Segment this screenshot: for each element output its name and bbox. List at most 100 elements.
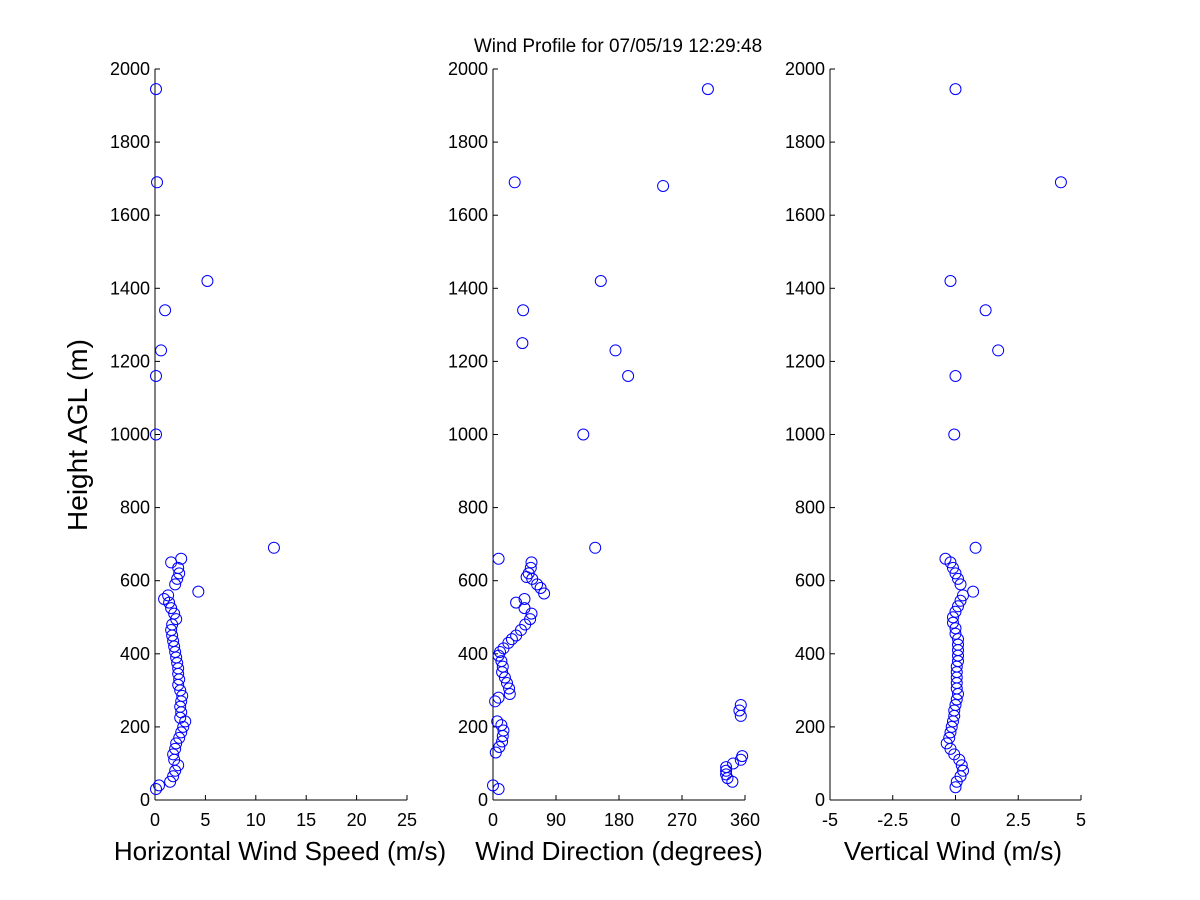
data-point [954,594,967,607]
y-tick-label: 0 [815,790,825,810]
data-point [164,775,177,788]
data-point [172,678,185,691]
data-point [609,344,622,357]
data-point [949,370,962,383]
data-point [171,572,184,585]
data-point [946,616,959,629]
data-point [150,83,163,96]
y-tick-label: 800 [458,498,488,518]
data-point [492,552,505,565]
y-tick-label: 1000 [110,425,150,445]
x-tick-label: 15 [296,810,316,830]
data-point [150,783,163,796]
data-point [501,677,513,690]
data-point [992,344,1005,357]
x-axis-label: Horizontal Wind Speed (m/s) [114,836,446,866]
data-point [155,344,168,357]
x-tick-label: 0 [150,810,160,830]
figure-title: Wind Profile for 07/05/19 12:29:48 [474,36,762,57]
data-point [946,611,959,624]
y-tick-label: 400 [120,644,150,664]
data-point [170,737,183,750]
y-tick-label: 200 [458,717,488,737]
data-point [949,83,962,96]
data-point [165,556,178,569]
data-point [969,541,982,554]
data-point [594,274,607,287]
y-tick-label: 2000 [785,59,825,79]
data-point [944,726,957,739]
x-tick-label: -5 [822,810,838,830]
data-point [489,746,502,759]
data-point [944,274,957,287]
y-tick-label: 1400 [785,278,825,298]
data-point [503,682,516,695]
data-point [657,179,670,192]
y-tick-label: 2000 [110,59,150,79]
data-point [531,578,544,591]
data-point [163,596,176,609]
data-point [949,605,962,618]
data-point [952,688,965,701]
data-point [946,715,959,728]
x-tick-label: 0 [950,810,960,830]
y-tick-label: 1600 [785,205,825,225]
y-tick-label: 1200 [448,351,488,371]
y-tick-label: 2000 [448,59,488,79]
data-point [952,600,965,613]
data-point [179,715,192,728]
x-tick-label: -2.5 [877,810,908,830]
x-tick-label: 2.5 [1006,810,1031,830]
data-point [151,176,164,189]
data-point [949,622,962,635]
data-point [525,556,538,569]
data-point [491,715,504,728]
y-tick-label: 1800 [110,132,150,152]
data-point [949,781,962,794]
x-tick-label: 10 [246,810,266,830]
y-tick-label: 1800 [448,132,488,152]
x-tick-label: 20 [347,810,367,830]
y-tick-label: 1400 [110,278,150,298]
data-point [153,779,166,792]
data-point [950,775,963,788]
x-tick-label: 360 [730,810,760,830]
x-axis-label: Vertical Wind (m/s) [844,836,1062,866]
data-point [496,730,509,743]
data-point [167,770,180,783]
data-point [492,783,505,796]
y-tick-label: 1000 [785,425,825,445]
data-point [720,764,733,777]
data-point [945,720,958,733]
data-point [944,556,957,569]
data-point [979,304,992,317]
data-point [492,691,505,704]
data-point [173,567,186,580]
y-tick-label: 600 [795,571,825,591]
data-point [496,735,509,748]
data-point [525,607,538,620]
data-point [159,304,172,317]
data-point [492,649,505,662]
x-tick-label: 5 [200,810,210,830]
x-tick-label: 5 [1076,810,1086,830]
y-tick-label: 800 [795,498,825,518]
data-point [952,572,965,585]
y-tick-label: 1200 [110,351,150,371]
data-point [498,671,511,684]
data-point [518,592,531,605]
data-point [948,709,961,722]
data-point [734,753,747,766]
data-point [727,757,740,770]
data-point [175,726,188,739]
y-tick-label: 1400 [448,278,488,298]
data-point [201,274,214,287]
x-tick-label: 25 [397,810,417,830]
data-point [967,585,980,598]
y-tick-label: 1600 [448,205,488,225]
data-point [173,731,186,744]
data-point [949,567,962,580]
data-point [726,775,739,788]
data-point [505,633,518,646]
